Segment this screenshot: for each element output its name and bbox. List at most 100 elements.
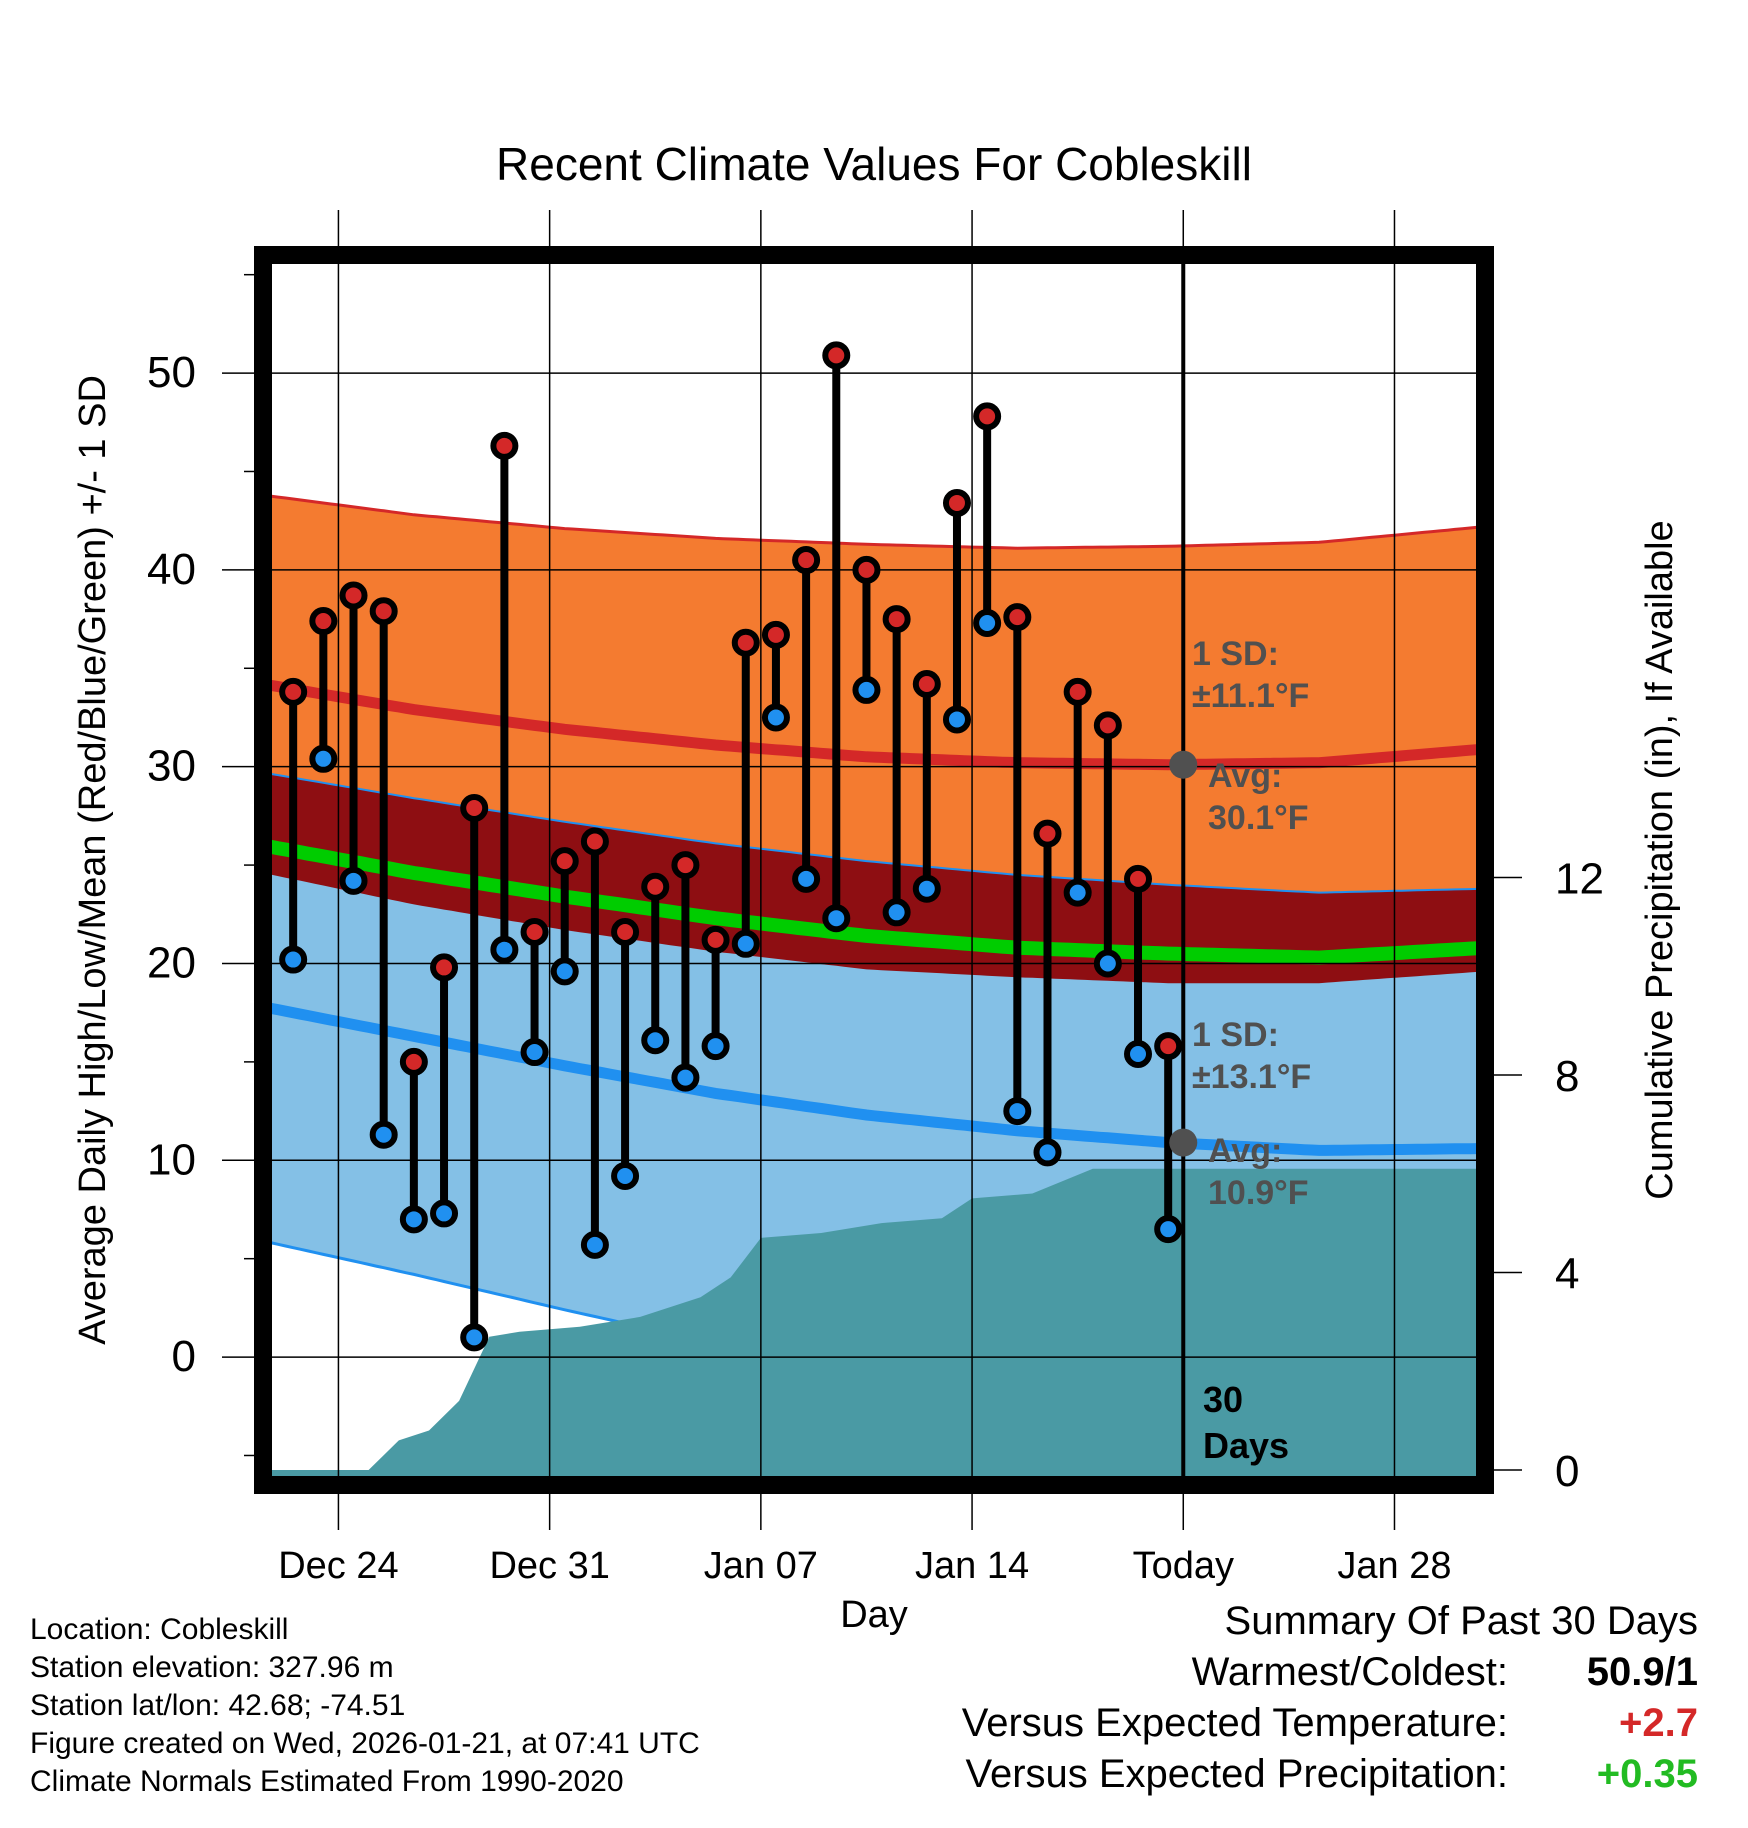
y2-axis-label: Cumulative Precipitation (in), If Availa… [1639, 520, 1681, 1199]
y2-tick-label: 4 [1555, 1250, 1579, 1299]
x-tick-label: Jan 28 [1337, 1545, 1451, 1587]
low-point [520, 1038, 549, 1067]
low-point [973, 609, 1002, 638]
chart-title: Recent Climate Values For Cobleskill [496, 138, 1252, 190]
days-text-label: Days [1203, 1425, 1289, 1466]
mean-avg-line [263, 838, 1485, 965]
y2-tick-label: 8 [1555, 1052, 1579, 1101]
x-tick-label: Today [1133, 1545, 1234, 1587]
high-point [641, 872, 670, 901]
latlon-text: Station lat/lon: 42.68; -74.51 [30, 1689, 406, 1722]
low-point [792, 864, 821, 893]
elevation-text: Station elevation: 327.96 m [30, 1651, 394, 1684]
location-text: Location: Cobleskill [30, 1613, 289, 1646]
high-point [882, 605, 911, 634]
days-count-label: 30 [1203, 1379, 1243, 1420]
high-point [731, 628, 760, 657]
high-point [430, 953, 459, 982]
low-point [942, 705, 971, 734]
high-point [671, 851, 700, 880]
high-point [973, 402, 1002, 431]
low-point [1033, 1138, 1062, 1167]
y2-tick-label: 12 [1555, 855, 1604, 904]
normals-text: Climate Normals Estimated From 1990-2020 [30, 1765, 624, 1798]
low-point [852, 675, 881, 704]
station-info: Location: Cobleskill Station elevation: … [30, 1611, 700, 1801]
x-axis-label: Day [840, 1594, 908, 1636]
high-point [701, 925, 730, 954]
low-point [339, 866, 368, 895]
low-avg-value: 10.9°F [1208, 1174, 1309, 1212]
high-point [1093, 711, 1122, 740]
low-avg-marker [1169, 1128, 1198, 1157]
high-point [550, 847, 579, 876]
low-point [671, 1063, 700, 1092]
x-tick-label: Dec 31 [489, 1545, 609, 1587]
low-point [460, 1323, 489, 1352]
high-point [1124, 864, 1153, 893]
x-tick-label: Dec 24 [278, 1545, 398, 1587]
high-point [309, 607, 338, 636]
low-sd-value: ±13.1°F [1192, 1058, 1311, 1096]
high-point [1063, 677, 1092, 706]
x-tick-label: Jan 07 [704, 1545, 818, 1587]
summary-row: Versus Expected Temperature: +2.7 [962, 1698, 1698, 1749]
high-point [611, 917, 640, 946]
high-point [1154, 1032, 1183, 1061]
low-point [912, 874, 941, 903]
low-point [611, 1162, 640, 1191]
low-avg-line [263, 1001, 1485, 1156]
y2-tick-label: 0 [1555, 1447, 1579, 1496]
high-point [822, 341, 851, 370]
high-point [1033, 819, 1062, 848]
summary-label: Versus Expected Temperature: [961, 1701, 1508, 1745]
low-avg-label: Avg: [1208, 1132, 1282, 1170]
low-point [1124, 1040, 1153, 1069]
y-tick-label: 40 [147, 545, 196, 594]
low-point [399, 1205, 428, 1234]
high-avg-value: 30.1°F [1208, 799, 1309, 837]
high-avg-line [263, 678, 1485, 771]
high-point [520, 917, 549, 946]
summary-value: +2.7 [1619, 1701, 1698, 1745]
high-point [912, 670, 941, 699]
low-point [550, 957, 579, 986]
low-point [369, 1120, 398, 1149]
low-point [1063, 878, 1092, 907]
high-point [580, 827, 609, 856]
x-tick-label: Jan 14 [915, 1545, 1029, 1587]
low-point [309, 744, 338, 773]
plot-frame [254, 246, 1494, 1494]
low-point [731, 929, 760, 958]
summary-label: Versus Expected Precipitation: [965, 1752, 1508, 1796]
high-avg-label: Avg: [1208, 757, 1282, 795]
summary-panel: Summary Of Past 30 Days Warmest/Coldest:… [962, 1595, 1698, 1800]
y-tick-label: 30 [147, 742, 196, 791]
low-point [641, 1026, 670, 1055]
low-point [1003, 1097, 1032, 1126]
summary-value: 50.9/1 [1586, 1650, 1698, 1694]
low-point [580, 1230, 609, 1259]
high-point [369, 597, 398, 626]
summary-label: Warmest/Coldest: [1191, 1650, 1508, 1694]
high-point [1003, 603, 1032, 632]
y-tick-label: 0 [172, 1332, 196, 1381]
high-point [339, 581, 368, 610]
y-tick-label: 50 [147, 348, 196, 397]
summary-row: Versus Expected Precipitation: +0.35 [962, 1749, 1698, 1800]
summary-title: Summary Of Past 30 Days [1224, 1599, 1698, 1643]
high-point [761, 620, 790, 649]
high-point [279, 677, 308, 706]
high-sd-value: ±11.1°F [1192, 677, 1309, 715]
high-point [399, 1047, 428, 1076]
summary-value: +0.35 [1596, 1752, 1698, 1796]
y-tick-label: 20 [147, 938, 196, 987]
summary-row: Warmest/Coldest: 50.9/1 [962, 1647, 1698, 1698]
low-sd-label: 1 SD: [1192, 1016, 1279, 1054]
low-point [490, 935, 519, 964]
low-point [430, 1199, 459, 1228]
high-sd-upper-line [263, 493, 1485, 550]
y-axis-label: Average Daily High/Low/Mean (Red/Blue/Gr… [72, 375, 114, 1345]
low-point [701, 1032, 730, 1061]
